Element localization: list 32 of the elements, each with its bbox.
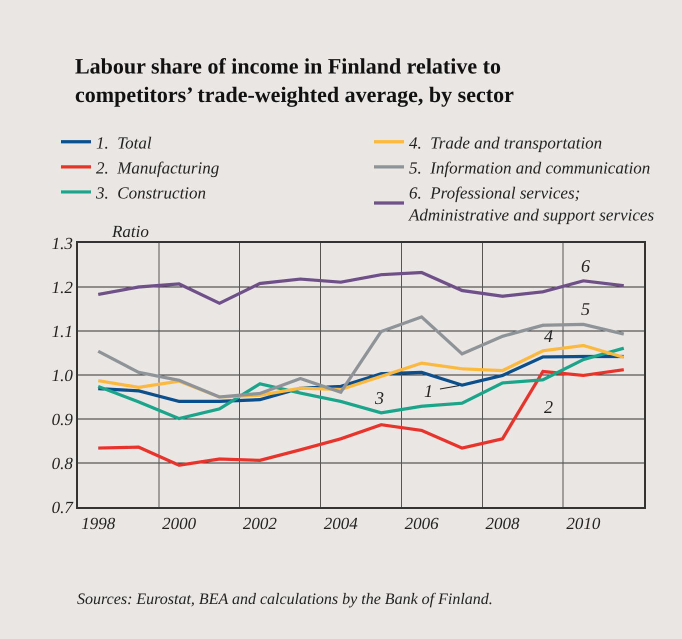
x-tick-label: 2004 xyxy=(324,514,358,534)
x-tick-label: 2010 xyxy=(566,514,601,534)
annotation: 3 xyxy=(374,388,384,408)
line-series xyxy=(96,346,626,420)
y-axis-title: Ratio xyxy=(111,222,149,241)
legend-label: 3. Construction xyxy=(95,184,206,203)
y-tick-label: 0.9 xyxy=(52,410,74,429)
y-tick-label: 1.3 xyxy=(52,234,73,253)
legend-label: 6. Professional services; Administrative and support services xyxy=(408,184,654,225)
y-tick-label: 1.0 xyxy=(52,366,74,385)
annotation: 6 xyxy=(581,256,590,276)
y-tick-label: 1.1 xyxy=(52,322,73,341)
chart-title: Labour share of income in Finland relative to competitors’ trade-weighted average, by sector xyxy=(75,53,514,108)
x-tick-label: 2006 xyxy=(404,514,440,534)
legend-label: 1. Total xyxy=(96,133,152,152)
annotation: 2 xyxy=(544,397,553,417)
x-tick-label: 2002 xyxy=(242,514,278,534)
line-series xyxy=(96,368,626,467)
x-tick-label: 2000 xyxy=(162,514,197,534)
annotation: 5 xyxy=(581,299,590,319)
legend-label: 5. Information and communication xyxy=(409,158,650,178)
line-series xyxy=(96,270,626,305)
x-tick-label: 2008 xyxy=(486,514,520,534)
source-note: Sources: Eurostat, BEA and calculations by the Bank of Finland. xyxy=(77,591,493,608)
y-tick-label: 0.7 xyxy=(52,498,74,517)
y-tick-label: 1.2 xyxy=(52,278,74,297)
x-tick-label: 1998 xyxy=(81,514,116,534)
y-tick-label: 0.8 xyxy=(52,454,74,473)
annotation: 4 xyxy=(544,326,553,346)
legend-label: 2. Manufacturing xyxy=(96,158,220,178)
annotation: 1 xyxy=(424,381,433,401)
legend-label: 4. Trade and transportation xyxy=(409,133,602,152)
